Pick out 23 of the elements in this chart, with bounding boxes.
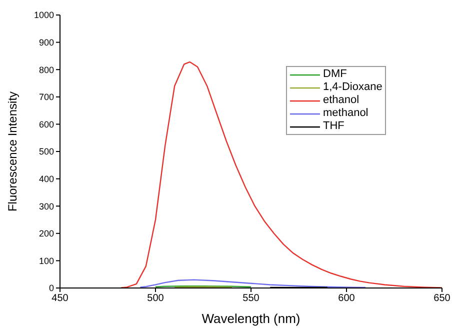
x-tick-label: 450	[52, 293, 69, 304]
x-axis-title: Wavelength (nm)	[202, 311, 300, 326]
y-tick-label: 300	[38, 201, 54, 212]
y-tick-label: 800	[38, 64, 54, 75]
y-tick-label: 900	[38, 37, 54, 48]
legend-label: ethanol	[323, 94, 360, 107]
y-tick-label: 700	[38, 92, 54, 102]
y-tick-label: 0	[48, 283, 54, 294]
x-tick-label: 600	[338, 293, 356, 304]
x-tick-label: 550	[242, 293, 260, 304]
y-tick-label: 600	[38, 119, 54, 130]
y-tick-label: 100	[38, 256, 54, 266]
legend-label: 1,4-Dioxane	[323, 81, 382, 94]
legend-label: THF	[323, 120, 344, 133]
x-tick-label: 650	[434, 293, 451, 304]
x-tick-label: 500	[147, 293, 164, 304]
y-tick-label: 400	[38, 174, 54, 184]
legend-label: DMF	[323, 68, 347, 81]
legend-label: methanol	[323, 107, 368, 120]
y-tick-label: 500	[38, 146, 54, 157]
y-axis-title: Fluorescence Intensity	[5, 91, 20, 212]
y-tick-label: 200	[38, 228, 54, 239]
y-tick-label: 1000	[34, 10, 54, 20]
